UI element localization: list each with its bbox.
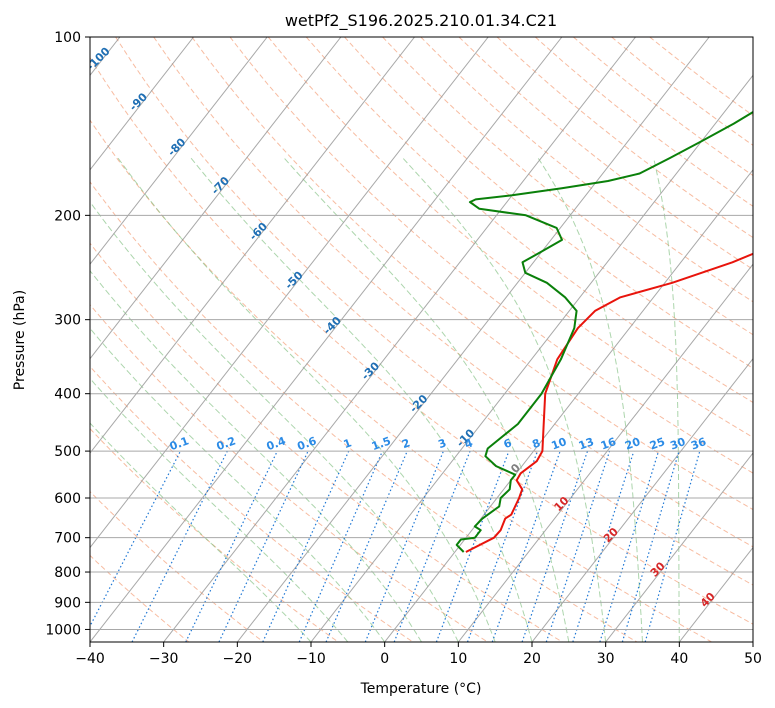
isotherm	[236, 37, 710, 642]
dry-adiabat	[90, 242, 563, 642]
mixing-ratio-label: 2	[400, 436, 412, 451]
y-axis-title: Pressure (hPa)	[12, 290, 28, 390]
mixing-ratio-line	[298, 450, 384, 642]
y-tick-label: 300	[54, 313, 81, 329]
dry-adiabat	[305, 37, 753, 403]
isotherm	[90, 37, 415, 454]
mixing-ratio-label: 25	[648, 435, 667, 452]
dry-adiabat	[115, 37, 753, 586]
mixing-ratio-line	[218, 450, 309, 642]
x-tick-label: 0	[380, 651, 389, 667]
mixing-ratio-label: 36	[689, 435, 708, 453]
dry-adiabat	[344, 37, 753, 369]
mixing-ratio-line	[491, 450, 561, 642]
dry-adiabat	[90, 56, 753, 625]
mixing-ratio-label: 8	[530, 436, 542, 451]
isotherm	[531, 357, 753, 642]
data-series	[455, 110, 753, 553]
dry-adiabat	[90, 554, 190, 642]
mixing-ratio-label: 1.5	[370, 434, 393, 453]
dry-adiabat	[382, 37, 753, 336]
dewpoint-profile-line	[455, 110, 753, 553]
y-axis: 100 200 300 400 500 600 700 800 900 1000	[45, 30, 90, 638]
dry-adiabat	[90, 427, 339, 642]
dry-adiabat	[90, 303, 488, 642]
dry-adiabat	[420, 37, 753, 303]
mixing-ratio-label: 1	[342, 436, 354, 451]
isotherm	[90, 37, 489, 549]
mixing-ratio-line	[545, 450, 611, 642]
y-tick-label: 200	[54, 208, 81, 224]
mixing-ratio-label: 0.4	[265, 434, 288, 453]
y-tick-label: 900	[54, 595, 81, 611]
dry-adiabat	[153, 37, 753, 548]
mixing-ratio-line	[521, 450, 589, 642]
mixing-ratio-line	[185, 450, 278, 642]
mixing-ratio-line	[621, 450, 680, 642]
mixing-ratio-line	[466, 450, 539, 642]
isotherm	[90, 37, 563, 642]
mixing-ratio-label: 3	[436, 436, 448, 451]
y-tick-label: 700	[54, 531, 81, 547]
y-tick-label: 500	[54, 444, 81, 460]
mixing-ratio-line	[325, 450, 408, 642]
mixing-ratio-line	[599, 450, 660, 642]
mixing-ratio-label: 0.2	[215, 434, 238, 453]
y-tick-label: 1000	[45, 622, 81, 638]
isotherm	[90, 37, 194, 171]
mixing-ratio-label: 13	[577, 435, 596, 452]
x-tick-label: 30	[597, 651, 615, 667]
plot-frame	[89, 36, 754, 643]
isotherm	[90, 37, 268, 266]
dry-adiabat	[267, 37, 753, 438]
mixing-ratio-label: 4	[463, 436, 475, 451]
chart-title: wetPf2_S196.2025.210.01.34.C21	[285, 11, 557, 31]
mixing-ratio-label: 0.6	[296, 434, 319, 453]
y-tick-label: 800	[54, 565, 81, 581]
isotherm	[457, 263, 753, 642]
mixing-ratio-line	[262, 450, 350, 642]
mixing-ratio-line	[572, 450, 635, 642]
temperature-profile-line	[465, 252, 753, 553]
y-tick-label: 400	[54, 387, 81, 403]
x-tick-label: 10	[449, 651, 467, 667]
mixing-ratio-line	[644, 450, 701, 642]
mixing-ratio-label: 30	[668, 435, 687, 453]
mixing-ratio-label: 6	[502, 436, 514, 451]
mixing-ratio-label: 10	[550, 435, 569, 453]
x-tick-label: −20	[223, 651, 253, 667]
x-tick-label: 40	[670, 651, 688, 667]
y-tick-label: 100	[54, 30, 81, 46]
x-tick-label: 20	[523, 651, 541, 667]
mixing-ratio-label: 20	[623, 435, 642, 453]
y-tick-label: 600	[54, 491, 81, 507]
x-tick-label: −10	[296, 651, 326, 667]
x-tick-label: −40	[75, 651, 105, 667]
mixing-ratio-labels: 0.1 0.2 0.4 0.6 1 1.5 2 3 4 6 8 10 13 16 20 25 30 36	[168, 434, 708, 453]
isotherm	[90, 37, 342, 360]
x-tick-label: 50	[744, 651, 762, 667]
dry-adiabat	[90, 119, 712, 642]
mixing-ratio-label: 16	[599, 435, 618, 453]
moist-adiabat	[90, 377, 349, 642]
moist-adiabat	[90, 201, 459, 642]
x-tick-label: −30	[149, 651, 179, 667]
isotherm	[163, 37, 636, 642]
isotherm	[384, 168, 753, 642]
mixing-ratio-label: 0.1	[168, 434, 191, 453]
x-axis-title: Temperature (°C)	[360, 681, 482, 697]
background-lines	[90, 37, 753, 642]
isotherm	[310, 74, 753, 642]
isotherm	[605, 452, 753, 642]
dry-adiabat	[90, 181, 638, 642]
x-axis: −40 −30 −20 −10 0 10 20 30 40 50	[75, 642, 762, 667]
